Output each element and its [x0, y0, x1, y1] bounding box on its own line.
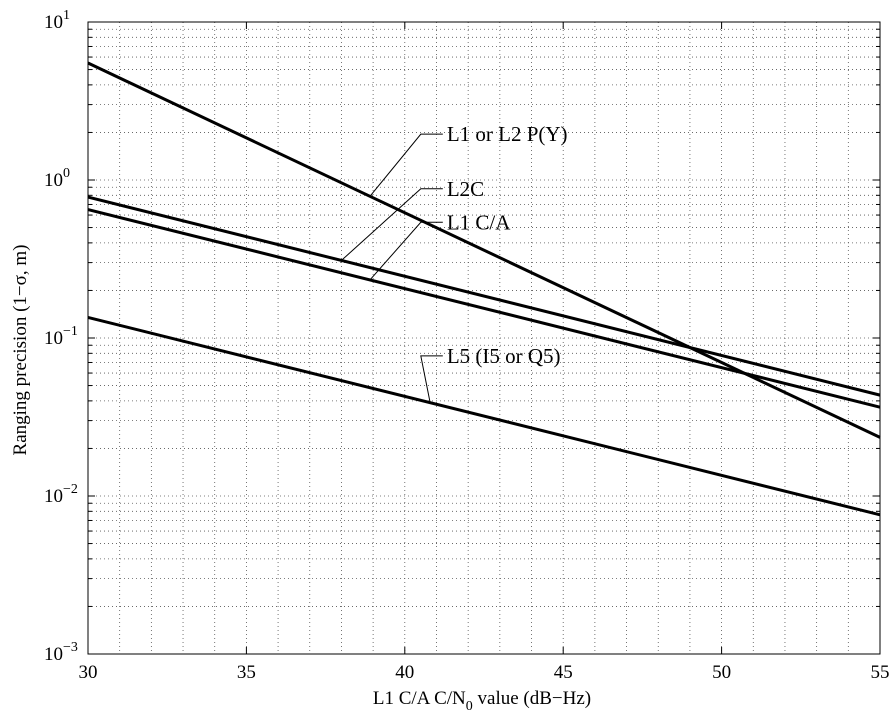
series-line-2 — [87, 208, 881, 409]
series-lines — [87, 61, 881, 517]
axis-ticks — [87, 21, 881, 655]
annotation-label-1: L2C — [447, 177, 484, 201]
y-tick-labels: 101 100 10−1 10−2 10−3 — [44, 8, 78, 665]
annotation-leader-0 — [369, 133, 443, 197]
y-tick-label: 101 — [44, 8, 70, 33]
x-tick-label: 45 — [554, 662, 573, 683]
x-tick-labels: 30 35 40 45 50 55 — [79, 662, 890, 683]
y-tick-label: 10−3 — [44, 640, 78, 665]
x-tick-label: 55 — [871, 662, 890, 683]
x-tick-label: 35 — [237, 662, 256, 683]
annotation-leader-1 — [341, 188, 443, 261]
series-annotations: L1 or L2 P(Y) L2C L1 C/A L5 (I5 or Q5) — [341, 122, 568, 403]
y-tick-label: 100 — [44, 166, 70, 191]
grid — [88, 22, 880, 654]
annotation-leader-2 — [369, 221, 443, 281]
x-tick-label: 30 — [79, 662, 98, 683]
x-axis-label: L1 C/A C/N0 value (dB−Hz) — [373, 688, 591, 711]
annotation-label-3: L5 (I5 or Q5) — [447, 344, 561, 368]
series-line-3 — [87, 315, 881, 517]
y-axis-label: Ranging precision (1−σ, m) — [10, 245, 31, 456]
y-tick-label: 10−1 — [44, 324, 78, 349]
series-line-0 — [87, 61, 881, 439]
x-tick-label: 50 — [712, 662, 731, 683]
x-tick-label: 40 — [395, 662, 414, 683]
annotation-leader-3 — [420, 355, 443, 403]
annotation-label-0: L1 or L2 P(Y) — [447, 122, 568, 146]
y-tick-label: 10−2 — [44, 482, 78, 507]
annotation-label-2: L1 C/A — [447, 210, 511, 234]
series-line-1 — [87, 195, 881, 397]
